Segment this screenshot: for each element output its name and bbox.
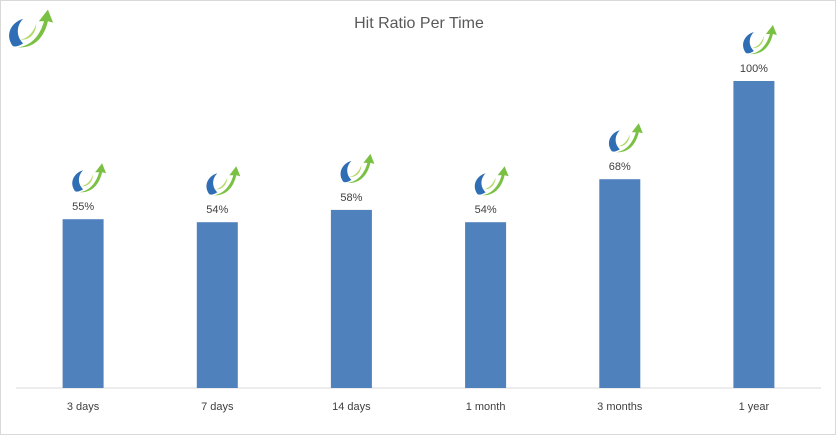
- swoosh-logo-icon: [608, 123, 643, 153]
- bar-14-days: [330, 209, 372, 388]
- bar-1-month: [465, 222, 507, 388]
- bars-layer: [62, 81, 775, 388]
- data-labels-layer: 55% 54% 58% 54% 68% 100%: [72, 63, 768, 216]
- x-tick-label-3-months: 3 months: [597, 401, 643, 413]
- x-tick-label-14-days: 14 days: [332, 401, 371, 413]
- bar-3-days: [62, 219, 104, 388]
- swoosh-logo-icon: [340, 153, 375, 183]
- data-label-7-days: 54%: [206, 204, 228, 216]
- x-tick-label-3-days: 3 days: [67, 401, 100, 413]
- data-label-3-months: 68%: [609, 161, 631, 173]
- data-label-14-days: 58%: [340, 192, 362, 204]
- data-label-3-days: 55%: [72, 201, 94, 213]
- corner-logo-icon: [9, 9, 54, 48]
- swoosh-logo-icon: [474, 166, 509, 196]
- swoosh-logo-icon: [72, 163, 107, 193]
- data-label-1-month: 54%: [475, 204, 497, 216]
- chart-title: Hit Ratio Per Time: [354, 15, 484, 32]
- data-label-1-year: 100%: [740, 63, 768, 75]
- bar-1-year: [733, 81, 775, 388]
- bar-3-months: [599, 179, 641, 388]
- x-tick-label-1-year: 1 year: [739, 401, 770, 413]
- x-tick-labels-layer: 3 days 7 days 14 days 1 month 3 months 1 year: [67, 401, 770, 413]
- x-tick-label-7-days: 7 days: [201, 401, 234, 413]
- x-tick-label-1-month: 1 month: [466, 401, 506, 413]
- bar-icons-layer: [72, 25, 777, 196]
- bar-7-days: [196, 222, 238, 388]
- swoosh-logo-icon: [743, 25, 777, 55]
- swoosh-logo-icon: [206, 166, 241, 196]
